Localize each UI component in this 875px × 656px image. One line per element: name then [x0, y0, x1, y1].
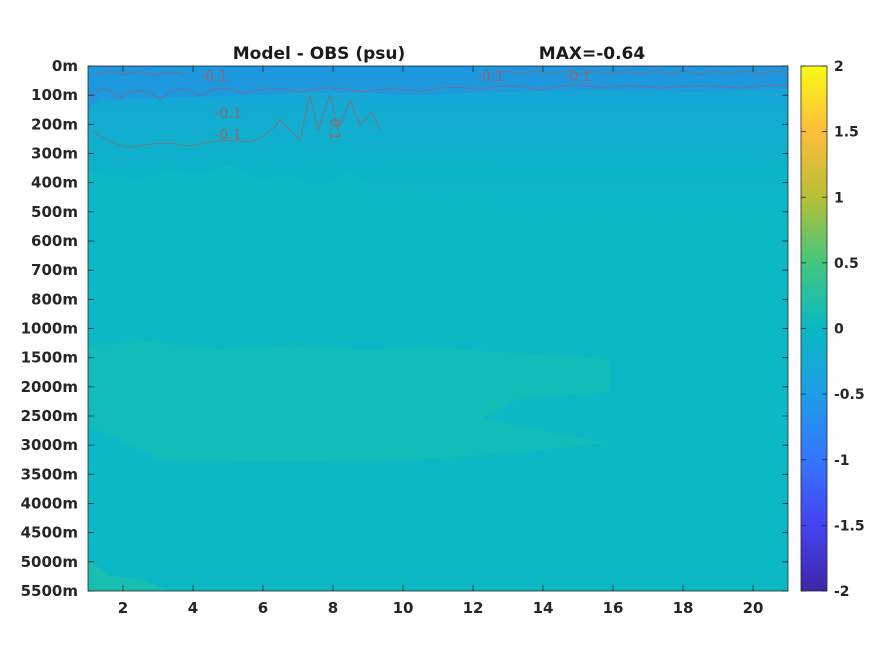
- chart-title: Model - OBS (psu): [233, 44, 406, 64]
- contour-labels: -0.1 -0.1 -0.1 0.1 -0.1 -0.1: [200, 69, 591, 143]
- y-tick-label: 500m: [31, 203, 78, 221]
- x-tick-label: 12: [463, 599, 484, 617]
- x-axis: 2 4 6 8 10 12 14 16 18 20: [118, 66, 764, 617]
- x-tick-label: 10: [393, 599, 414, 617]
- x-tick-label: 18: [673, 599, 694, 617]
- y-tick-label: 0m: [52, 57, 78, 75]
- contour-label: -0.1: [214, 127, 241, 143]
- surface-anomaly-region: [88, 66, 788, 222]
- heatmap-field: -0.1 -0.1 -0.1 0.1 -0.1 -0.1: [88, 66, 788, 591]
- y-tick-label: 3000m: [21, 436, 78, 454]
- contour-label: -0.1: [564, 69, 591, 85]
- y-tick-label: 700m: [31, 261, 78, 279]
- colorbar-tick-label: 2: [834, 59, 844, 75]
- y-tick-label: 3500m: [21, 465, 78, 483]
- colorbar-tick-label: 1: [834, 190, 844, 206]
- x-tick-label: 2: [118, 599, 128, 617]
- contour-label: -0.1: [214, 106, 241, 122]
- x-tick-label: 14: [533, 599, 554, 617]
- contour-lines: [91, 70, 788, 149]
- contour-label: -0.1: [477, 69, 504, 85]
- y-tick-label: 4500m: [21, 524, 78, 542]
- deep-positive-band: [88, 342, 610, 462]
- colorbar-tick-label: -1.5: [834, 518, 865, 534]
- y-tick-label: 400m: [31, 174, 78, 192]
- x-tick-label: 6: [258, 599, 268, 617]
- y-axis: 0m 100m 200m 300m 400m 500m 600m 700m 800m 1000m 1…: [21, 57, 788, 600]
- y-tick-label: 2000m: [21, 378, 78, 396]
- y-tick-label: 800m: [31, 290, 78, 308]
- x-tick-label: 20: [743, 599, 764, 617]
- colorbar-tick-label: -2: [834, 584, 850, 600]
- colorbar-ticks: 2 1.5 1 0.5 0 -0.5 -1 -1.5 -2: [801, 59, 865, 600]
- colorbar-tick-label: -1: [834, 453, 850, 469]
- y-tick-label: 5000m: [21, 553, 78, 571]
- colorbar-tick-label: 1.5: [834, 125, 859, 141]
- y-tick-label: 5500m: [21, 582, 78, 600]
- x-tick-label: 16: [603, 599, 624, 617]
- contour-label: -0.1: [200, 69, 227, 85]
- y-tick-label: 100m: [31, 86, 78, 104]
- bottom-left-blob: [88, 560, 168, 591]
- y-tick-label: 1000m: [21, 320, 78, 338]
- x-tick-label: 8: [328, 599, 338, 617]
- contour-label: 0.1: [326, 118, 342, 140]
- colorbar-tick-label: 0.5: [834, 256, 859, 272]
- y-tick-label: 300m: [31, 145, 78, 163]
- colorbar-tick-label: 0: [834, 322, 844, 338]
- y-tick-label: 1500m: [21, 349, 78, 367]
- y-tick-label: 600m: [31, 232, 78, 250]
- colorbar-tick-label: -0.5: [834, 387, 865, 403]
- x-tick-label: 4: [188, 599, 198, 617]
- y-tick-label: 4000m: [21, 495, 78, 513]
- y-tick-label: 2500m: [21, 407, 78, 425]
- y-tick-label: 200m: [31, 115, 78, 133]
- chart-subtitle: MAX=-0.64: [539, 44, 646, 64]
